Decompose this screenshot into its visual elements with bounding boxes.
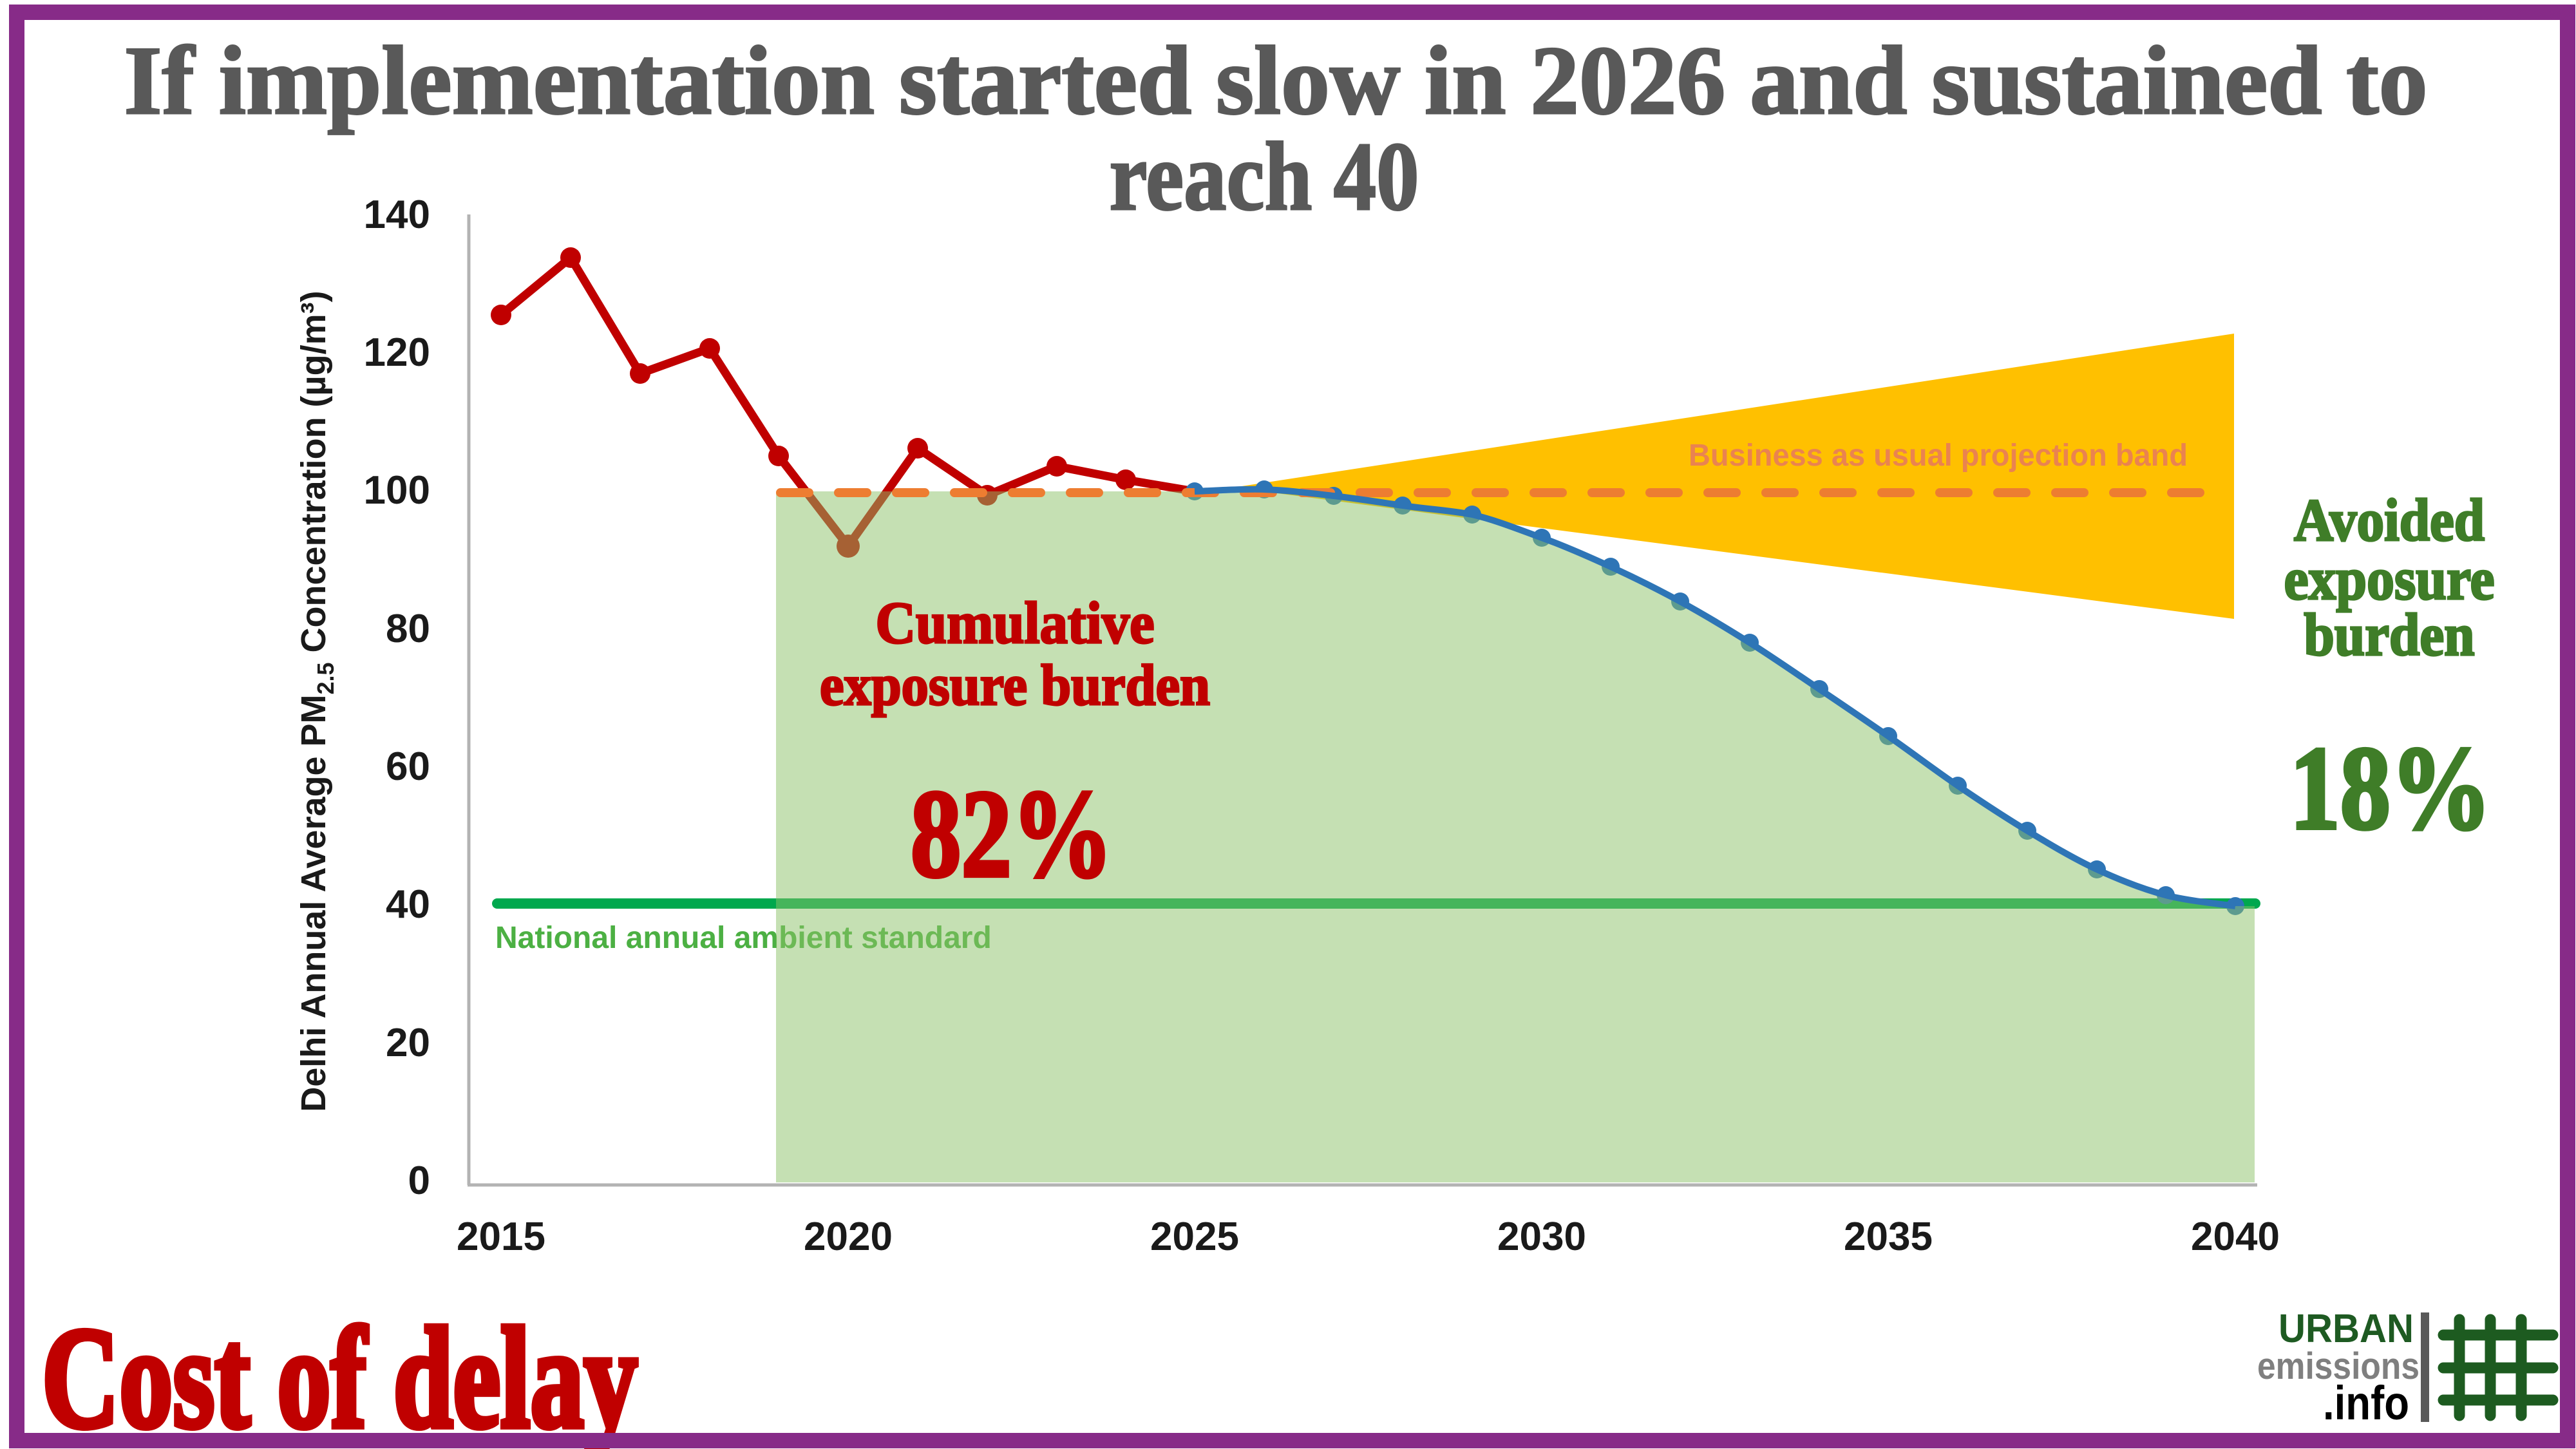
svg-text:emissions: emissions	[2257, 1345, 2420, 1387]
svg-text:exposure burden: exposure burden	[820, 653, 1210, 717]
svg-text:Delhi Annual Average PM2.5 Con: Delhi Annual Average PM2.5 Concentration…	[294, 290, 339, 1112]
svg-text:If implementation started slow: If implementation started slow in 2026 a…	[124, 26, 2428, 135]
svg-text:120: 120	[364, 330, 430, 375]
svg-text:2035: 2035	[1844, 1215, 1933, 1259]
svg-text:18%: 18%	[2290, 723, 2492, 855]
svg-text:Business as usual projection b: Business as usual projection band	[1689, 439, 2188, 473]
svg-text:reach 40: reach 40	[1110, 122, 1419, 231]
svg-text:burden: burden	[2304, 601, 2475, 668]
svg-text:2020: 2020	[804, 1215, 893, 1259]
svg-text:20: 20	[386, 1021, 430, 1065]
svg-text:Cumulative: Cumulative	[876, 591, 1155, 656]
svg-text:.info: .info	[2323, 1376, 2409, 1430]
svg-text:2040: 2040	[2191, 1215, 2280, 1259]
svg-text:Avoided: Avoided	[2294, 487, 2485, 554]
svg-text:0: 0	[408, 1159, 430, 1203]
svg-text:2015: 2015	[457, 1215, 545, 1259]
svg-text:40: 40	[386, 882, 430, 927]
svg-text:Cost of delay: Cost of delay	[42, 1298, 638, 1449]
svg-text:60: 60	[386, 744, 430, 789]
svg-text:140: 140	[364, 193, 430, 237]
svg-text:URBAN: URBAN	[2278, 1307, 2414, 1351]
svg-text:2030: 2030	[1497, 1215, 1586, 1259]
svg-text:exposure: exposure	[2284, 545, 2495, 612]
svg-text:80: 80	[386, 607, 430, 651]
svg-text:100: 100	[364, 468, 430, 513]
svg-text:82%: 82%	[911, 764, 1113, 904]
svg-text:2025: 2025	[1150, 1215, 1239, 1259]
